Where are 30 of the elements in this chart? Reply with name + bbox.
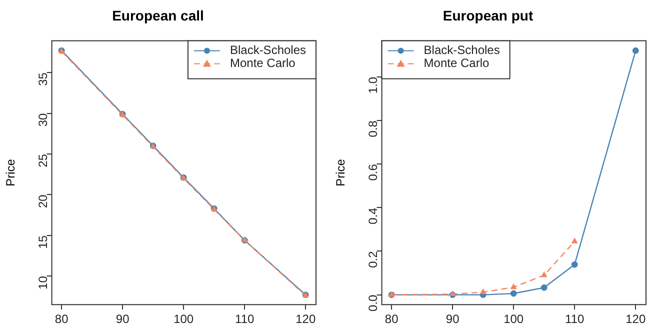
x-tick-label: 110 (565, 312, 584, 326)
x-tick-label: 90 (446, 312, 460, 326)
y-tick-label: 35 (36, 72, 50, 86)
x-tick-label: 120 (626, 312, 646, 326)
x-tick-label: 120 (296, 312, 316, 326)
x-tick-label: 90 (116, 312, 130, 326)
x-tick-label: 80 (384, 312, 399, 326)
legend-label: Monte Carlo (230, 56, 296, 70)
chart-title: European call (112, 7, 204, 24)
y-tick-label: 0.4 (366, 207, 380, 224)
x-tick-label: 100 (504, 312, 524, 326)
y-tick-label: 0.6 (366, 164, 380, 181)
x-tick-label: 110 (235, 312, 254, 326)
y-tick-label: 25 (36, 154, 50, 168)
x-tick-label: 80 (54, 312, 69, 326)
legend-label: Black-Scholes (230, 43, 306, 58)
y-tick-label: 20 (36, 194, 50, 208)
y-tick-label: 0.2 (366, 250, 380, 268)
legend-label: Monte Carlo (424, 56, 490, 70)
y-tick-label: 1.0 (366, 76, 380, 94)
y-tick-label: 0.0 (366, 294, 380, 312)
x-tick-label: 100 (174, 312, 194, 326)
y-tick-label: 30 (36, 112, 50, 127)
y-tick-label: 15 (36, 235, 50, 249)
chart-title: European put (442, 7, 534, 24)
y-tick-label: 10 (36, 276, 50, 290)
y-axis-title: Price (334, 158, 348, 186)
legend-label: Black-Scholes (424, 43, 500, 58)
y-axis-title: Price (4, 158, 18, 186)
y-tick-label: 0.8 (366, 120, 380, 138)
